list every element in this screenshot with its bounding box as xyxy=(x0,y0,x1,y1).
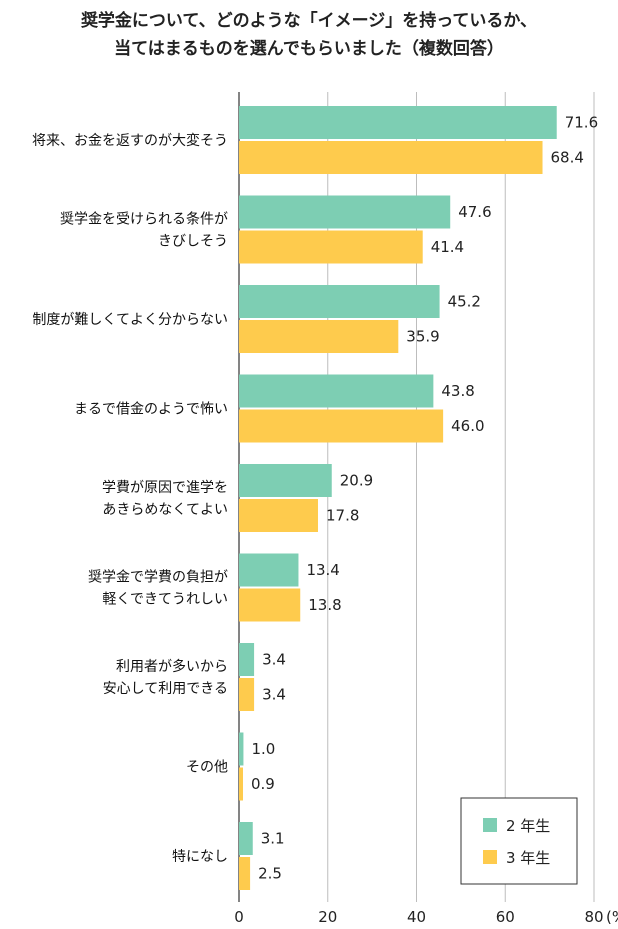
category-label: 学費が原因で進学を xyxy=(102,480,228,496)
category-label: 将来、お金を返すのが大変そう xyxy=(32,132,228,149)
bar-series2-cat9 xyxy=(239,857,251,890)
x-tick-label: 40 xyxy=(407,908,426,926)
data-label-series2-cat5: 17.8 xyxy=(326,507,359,525)
legend-label-series1: 2 年生 xyxy=(506,817,550,835)
category-label: 制度が難しくてよく分からない xyxy=(32,312,228,328)
data-label-series2-cat3: 35.9 xyxy=(406,328,439,346)
category-label: あきらめなくてよい xyxy=(102,502,228,518)
category-label: 軽くできてうれしい xyxy=(102,592,228,608)
bar-series2-cat5 xyxy=(239,499,318,532)
data-label-series2-cat1: 68.4 xyxy=(551,149,584,167)
chart-title-line-1: 奨学金について、どのような「イメージ」を持っているか、 xyxy=(80,11,538,31)
bar-series1-cat5 xyxy=(239,464,332,497)
data-label-series1-cat7: 3.4 xyxy=(262,651,286,669)
bars: 71.6 68.4 47.6 41.4 45.2 35.9 43.8 46.0 20.9 17.8… xyxy=(239,106,598,890)
bar-series2-cat2 xyxy=(239,230,423,264)
legend-box xyxy=(460,797,578,885)
bar-series1-cat1 xyxy=(239,106,557,139)
data-label-series1-cat6: 13.4 xyxy=(306,561,339,579)
data-label-series1-cat1: 71.6 xyxy=(565,114,598,132)
category-label: まるで借金のようで怖い xyxy=(74,401,228,418)
bar-series2-cat1 xyxy=(239,141,543,174)
x-axis-unit: (%) xyxy=(606,908,618,926)
bar-series1-cat9 xyxy=(239,822,253,855)
bar-series2-cat7 xyxy=(239,678,255,711)
x-tick-label: 80 xyxy=(584,908,603,926)
data-label-series1-cat4: 43.8 xyxy=(441,382,474,400)
category-labels: 将来、お金を返すのが大変そう奨学金を受けられる条件がきびしそう制度が難しくてよく… xyxy=(32,132,228,865)
category-label: 奨学金で学費の負担が xyxy=(88,570,228,586)
data-label-series2-cat7: 3.4 xyxy=(262,686,286,704)
data-label-series1-cat5: 20.9 xyxy=(340,472,373,490)
legend-label-series2: 3 年生 xyxy=(506,849,550,867)
legend-swatch-series2 xyxy=(483,850,497,864)
bar-series1-cat7 xyxy=(239,643,255,676)
data-label-series1-cat2: 47.6 xyxy=(458,203,491,221)
x-tick-label: 60 xyxy=(496,908,515,926)
data-label-series2-cat6: 13.8 xyxy=(308,596,341,614)
data-label-series1-cat8: 1.0 xyxy=(251,740,275,758)
bar-series1-cat3 xyxy=(239,285,440,318)
chart-title-line-2: 当てはまるものを選んでもらいました（複数回答） xyxy=(114,39,504,59)
x-tick-label: 20 xyxy=(318,908,337,926)
x-axis-ticks: 0 20 40 60 80(%) xyxy=(234,908,618,926)
x-tick-label: 0 xyxy=(234,908,244,926)
data-label-series2-cat4: 46.0 xyxy=(451,417,484,435)
bar-series1-cat2 xyxy=(239,195,451,229)
category-label: 特になし xyxy=(172,849,228,865)
bar-series2-cat4 xyxy=(239,409,444,443)
bar-series2-cat3 xyxy=(239,320,399,353)
category-label: 利用者が多いから xyxy=(116,658,228,675)
data-label-series2-cat8: 0.9 xyxy=(251,775,275,793)
legend: 2 年生 3 年生 xyxy=(460,797,578,885)
category-label: 奨学金を受けられる条件が xyxy=(60,211,228,228)
data-label-series1-cat3: 45.2 xyxy=(448,293,481,311)
bar-series2-cat6 xyxy=(239,588,301,622)
category-label: その他 xyxy=(186,760,228,776)
bar-series1-cat4 xyxy=(239,374,434,408)
legend-swatch-series1 xyxy=(483,818,497,832)
category-label: きびしそう xyxy=(158,234,228,250)
bar-series1-cat8 xyxy=(239,732,244,766)
data-label-series2-cat9: 2.5 xyxy=(258,865,282,883)
category-label: 安心して利用できる xyxy=(103,681,228,697)
bar-series1-cat6 xyxy=(239,553,299,587)
bar-series2-cat8 xyxy=(239,767,243,801)
data-label-series1-cat9: 3.1 xyxy=(261,830,285,848)
data-label-series2-cat2: 41.4 xyxy=(431,238,464,256)
